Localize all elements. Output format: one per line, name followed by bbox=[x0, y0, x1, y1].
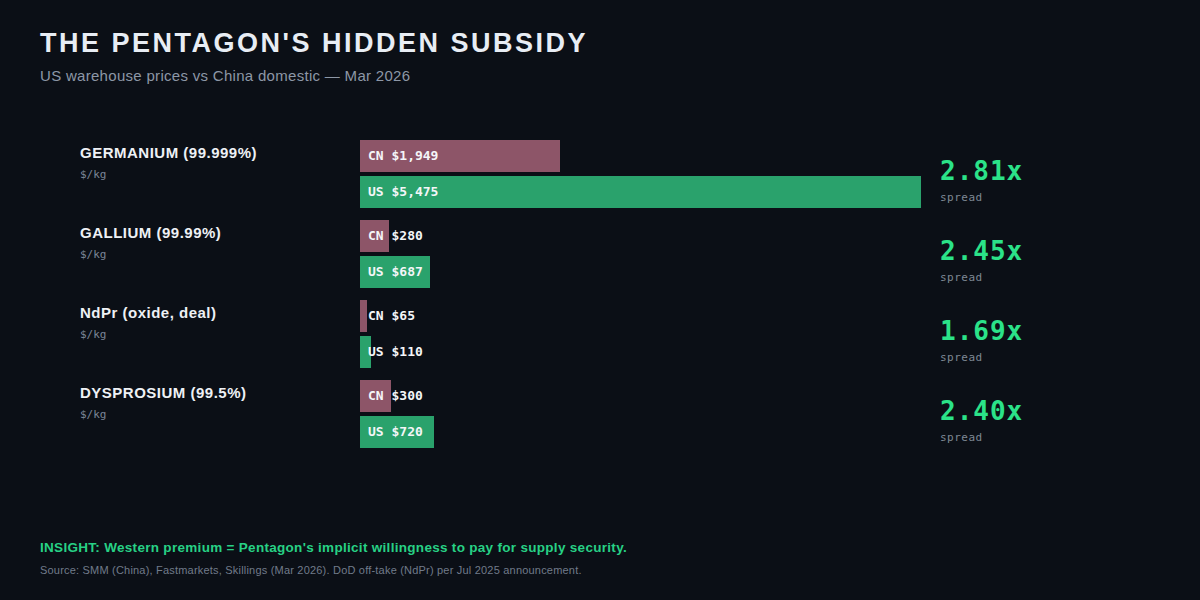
bar-chart: GERMANIUM (99.999%) $/kg CN $1,949 US $5,47… bbox=[0, 140, 1200, 460]
spread-value: 2.45x bbox=[940, 236, 1023, 266]
metal-row: DYSPROSIUM (99.5%) $/kg CN $300 US $720 2.40… bbox=[0, 380, 1200, 460]
metal-label: GERMANIUM (99.999%) bbox=[80, 144, 257, 161]
page-title: THE PENTAGON'S HIDDEN SUBSIDY bbox=[40, 29, 588, 59]
metal-unit: $/kg bbox=[80, 248, 107, 261]
us-bar-label: US $720 bbox=[368, 416, 423, 448]
metal-row: GALLIUM (99.99%) $/kg CN $280 US $687 2.45x s… bbox=[0, 220, 1200, 300]
metal-row: GERMANIUM (99.999%) $/kg CN $1,949 US $5,47… bbox=[0, 140, 1200, 220]
metal-unit: $/kg bbox=[80, 328, 107, 341]
spread-caption: spread bbox=[940, 191, 983, 204]
us-bar-label: US $110 bbox=[368, 336, 423, 368]
source-note: Source: SMM (China), Fastmarkets, Skilli… bbox=[40, 564, 582, 576]
spread-value: 2.81x bbox=[940, 156, 1023, 186]
insight-note: INSIGHT: Western premium = Pentagon's im… bbox=[40, 540, 627, 555]
metal-label: NdPr (oxide, deal) bbox=[80, 304, 217, 321]
cn-bar-label: CN $280 bbox=[368, 220, 423, 252]
us-bar bbox=[360, 176, 921, 208]
metal-label: DYSPROSIUM (99.5%) bbox=[80, 384, 247, 401]
metal-unit: $/kg bbox=[80, 168, 107, 181]
us-bar-label: US $5,475 bbox=[368, 176, 438, 208]
spread-value: 2.40x bbox=[940, 396, 1023, 426]
metal-unit: $/kg bbox=[80, 408, 107, 421]
cn-bar-label: CN $300 bbox=[368, 380, 423, 412]
infographic-canvas: THE PENTAGON'S HIDDEN SUBSIDY US warehou… bbox=[0, 0, 1200, 600]
metal-label: GALLIUM (99.99%) bbox=[80, 224, 221, 241]
metal-row: NdPr (oxide, deal) $/kg CN $65 US $110 1.69x… bbox=[0, 300, 1200, 380]
spread-value: 1.69x bbox=[940, 316, 1023, 346]
spread-caption: spread bbox=[940, 351, 983, 364]
page-subtitle: US warehouse prices vs China domestic — … bbox=[40, 67, 410, 84]
spread-caption: spread bbox=[940, 271, 983, 284]
spread-caption: spread bbox=[940, 431, 983, 444]
cn-bar-label: CN $1,949 bbox=[368, 140, 438, 172]
us-bar-label: US $687 bbox=[368, 256, 423, 288]
cn-bar-label: CN $65 bbox=[368, 300, 415, 332]
cn-bar bbox=[360, 300, 367, 332]
